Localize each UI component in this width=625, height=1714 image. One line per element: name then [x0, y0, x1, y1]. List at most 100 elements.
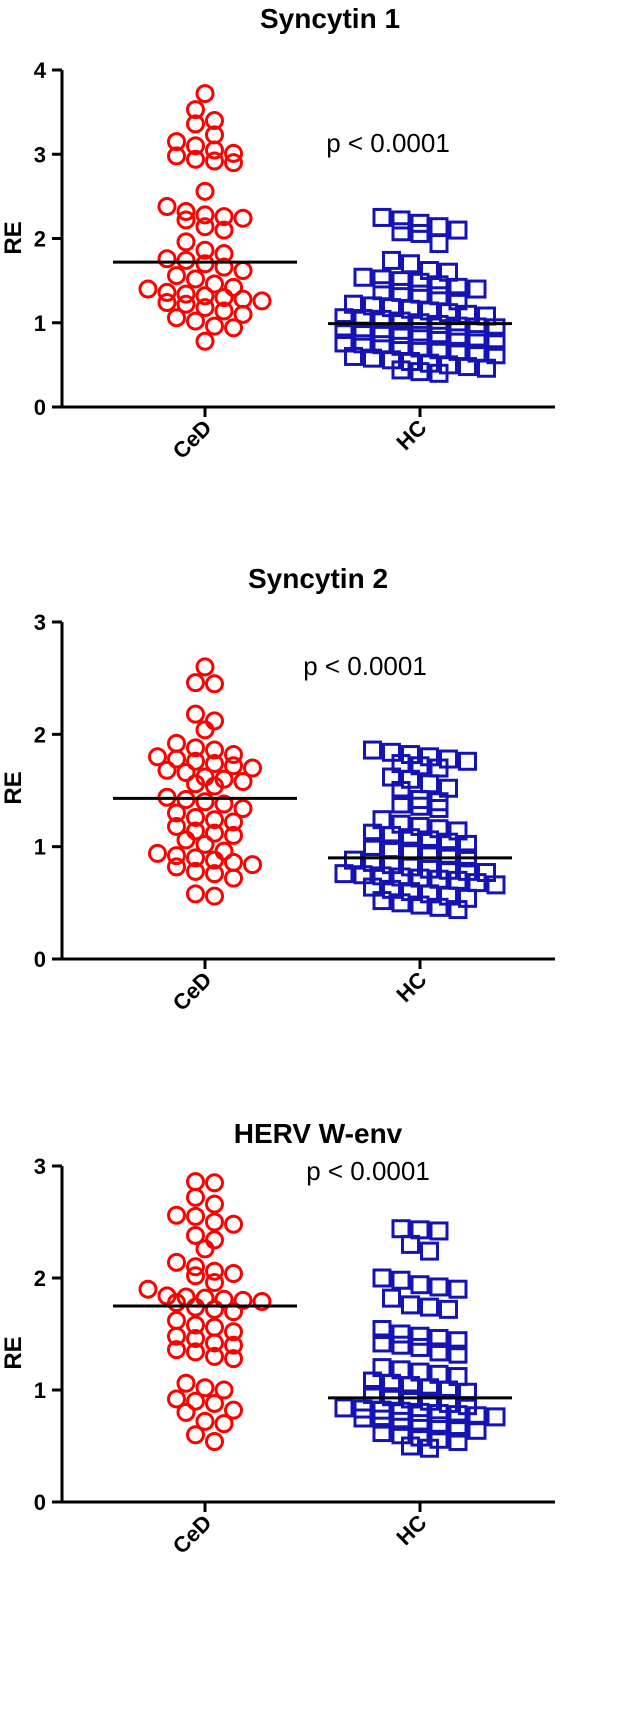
data-point-ced: [224, 812, 243, 832]
data-point-hc: [486, 1407, 506, 1427]
data-point-ced: [205, 111, 224, 131]
data-point-hc: [448, 1331, 468, 1351]
data-point-ced: [186, 1266, 205, 1286]
data-point-ced: [205, 1299, 224, 1319]
data-point-ced: [176, 284, 196, 304]
data-point-ced: [195, 286, 215, 306]
data-point-hc: [372, 1320, 392, 1340]
data-point-hc: [363, 348, 382, 368]
y-axis-label: RE: [0, 1336, 27, 1369]
y-tick-label: 1: [34, 835, 46, 860]
x-category-label: HC: [391, 415, 431, 455]
data-point-ced: [138, 279, 158, 299]
data-point-ced: [186, 774, 205, 794]
data-point-ced: [186, 114, 205, 134]
data-point-ced: [167, 1252, 186, 1272]
y-tick-label: 3: [34, 1154, 46, 1179]
data-point-ced: [186, 1328, 205, 1348]
data-point-hc: [420, 830, 439, 850]
chart-svg: Syncytin 2 RE p < 0.0001 0 1 2 3 CeD HC: [0, 563, 555, 1016]
data-point-hc: [429, 897, 449, 917]
data-point-ced: [252, 1292, 272, 1312]
data-point-ced: [205, 1333, 224, 1353]
data-point-ced: [186, 311, 205, 331]
data-point-ced: [233, 1290, 253, 1310]
data-point-ced: [205, 740, 224, 760]
data-point-hc: [420, 1241, 439, 1261]
data-point-hc: [372, 207, 392, 227]
data-point-hc: [410, 1402, 430, 1422]
data-point-ced: [205, 140, 224, 160]
data-point-hc: [401, 1295, 420, 1315]
data-point-hc: [420, 774, 439, 794]
data-point-ced: [186, 1187, 205, 1207]
data-point-ced: [214, 1380, 234, 1400]
data-point-hc: [382, 1373, 401, 1393]
y-axis-label: RE: [0, 221, 27, 254]
data-point-hc: [486, 875, 506, 895]
data-point-ced: [205, 1261, 224, 1281]
data-point-hc: [486, 318, 506, 338]
data-point-ced: [205, 754, 224, 774]
data-point-hc: [401, 1436, 420, 1456]
data-point-ced: [224, 318, 243, 338]
data-point-ced: [224, 868, 243, 888]
data-point-ced: [186, 738, 205, 758]
data-point-ced: [224, 1302, 243, 1322]
data-point-ced: [186, 673, 205, 693]
y-tick-label: 3: [34, 610, 46, 635]
data-point-hc: [429, 234, 449, 254]
data-point-ced: [195, 331, 215, 351]
data-point-hc: [429, 798, 449, 818]
data-point-ced: [205, 810, 224, 830]
data-point-hc: [391, 282, 411, 302]
data-point-ced: [224, 1335, 243, 1355]
data-point-hc: [382, 250, 401, 270]
data-point-hc: [420, 1438, 439, 1458]
data-point-hc: [410, 1275, 430, 1295]
data-point-ced: [205, 1272, 224, 1292]
data-point-hc: [410, 1414, 430, 1434]
data-point-ced: [167, 846, 186, 866]
data-point-ced: [186, 1315, 205, 1335]
data-point-hc: [410, 284, 430, 304]
data-point-hc: [391, 271, 411, 291]
data-point-ced: [195, 834, 215, 854]
data-point-ced: [233, 261, 253, 281]
data-point-ced: [205, 1230, 224, 1250]
data-point-ced: [214, 220, 234, 240]
data-point-ced: [195, 84, 215, 104]
data-point-hc: [372, 1409, 392, 1429]
data-point-hc: [486, 331, 506, 351]
data-point-ced: [195, 205, 215, 225]
data-point-ced: [224, 153, 243, 173]
data-point-hc: [334, 864, 354, 884]
axes: 0 1 2 3 CeD HC: [34, 610, 555, 1016]
data-points: [113, 657, 512, 920]
data-point-hc: [401, 828, 420, 848]
data-point-hc: [477, 358, 496, 378]
data-point-ced: [205, 1432, 224, 1452]
data-point-ced: [157, 249, 177, 269]
data-point-ced: [186, 1391, 205, 1411]
data-point-ced: [195, 181, 215, 201]
data-point-ced: [233, 304, 253, 324]
x-category-label: HC: [391, 967, 431, 1007]
data-point-ced: [205, 151, 224, 171]
data-point-hc: [372, 1423, 392, 1443]
data-point-ced: [233, 798, 253, 818]
data-point-ced: [186, 269, 205, 289]
chart-panel-syncytin-2: Syncytin 2 RE p < 0.0001 0 1 2 3 CeD HC: [0, 550, 625, 1110]
data-point-ced: [186, 1425, 205, 1445]
data-point-ced: [176, 763, 196, 783]
data-point-ced: [186, 136, 205, 156]
data-point-ced: [167, 132, 186, 152]
y-tick-label: 3: [34, 142, 46, 167]
data-point-ced: [224, 143, 243, 163]
data-point-hc: [429, 1404, 449, 1424]
p-value-annotation: p < 0.0001: [326, 128, 450, 158]
data-point-hc: [334, 308, 354, 328]
data-point-hc: [353, 267, 373, 287]
data-point-ced: [195, 1239, 215, 1259]
data-point-hc: [448, 316, 468, 336]
